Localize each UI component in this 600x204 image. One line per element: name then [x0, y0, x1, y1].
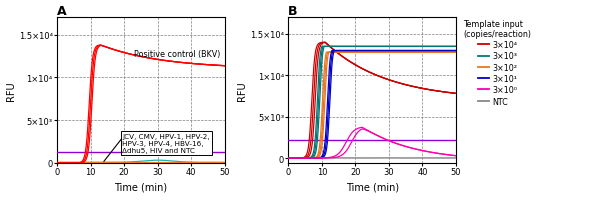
Y-axis label: RFU: RFU: [6, 81, 16, 101]
Legend: 3×10⁴, 3×10³, 3×10², 3×10¹, 3×10⁰, NTC: 3×10⁴, 3×10³, 3×10², 3×10¹, 3×10⁰, NTC: [463, 19, 532, 106]
X-axis label: Time (min): Time (min): [346, 182, 399, 192]
Y-axis label: RFU: RFU: [237, 81, 247, 101]
X-axis label: Time (min): Time (min): [114, 182, 167, 192]
Text: Positive control (BKV): Positive control (BKV): [134, 50, 220, 59]
Text: B: B: [289, 6, 298, 18]
Text: A: A: [57, 6, 67, 18]
Text: JCV, CMV, HPV-1, HPV-2,
HPV-3, HPV-4, HBV-16,
Δdhu5, HIV and NTC: JCV, CMV, HPV-1, HPV-2, HPV-3, HPV-4, HB…: [122, 133, 210, 153]
